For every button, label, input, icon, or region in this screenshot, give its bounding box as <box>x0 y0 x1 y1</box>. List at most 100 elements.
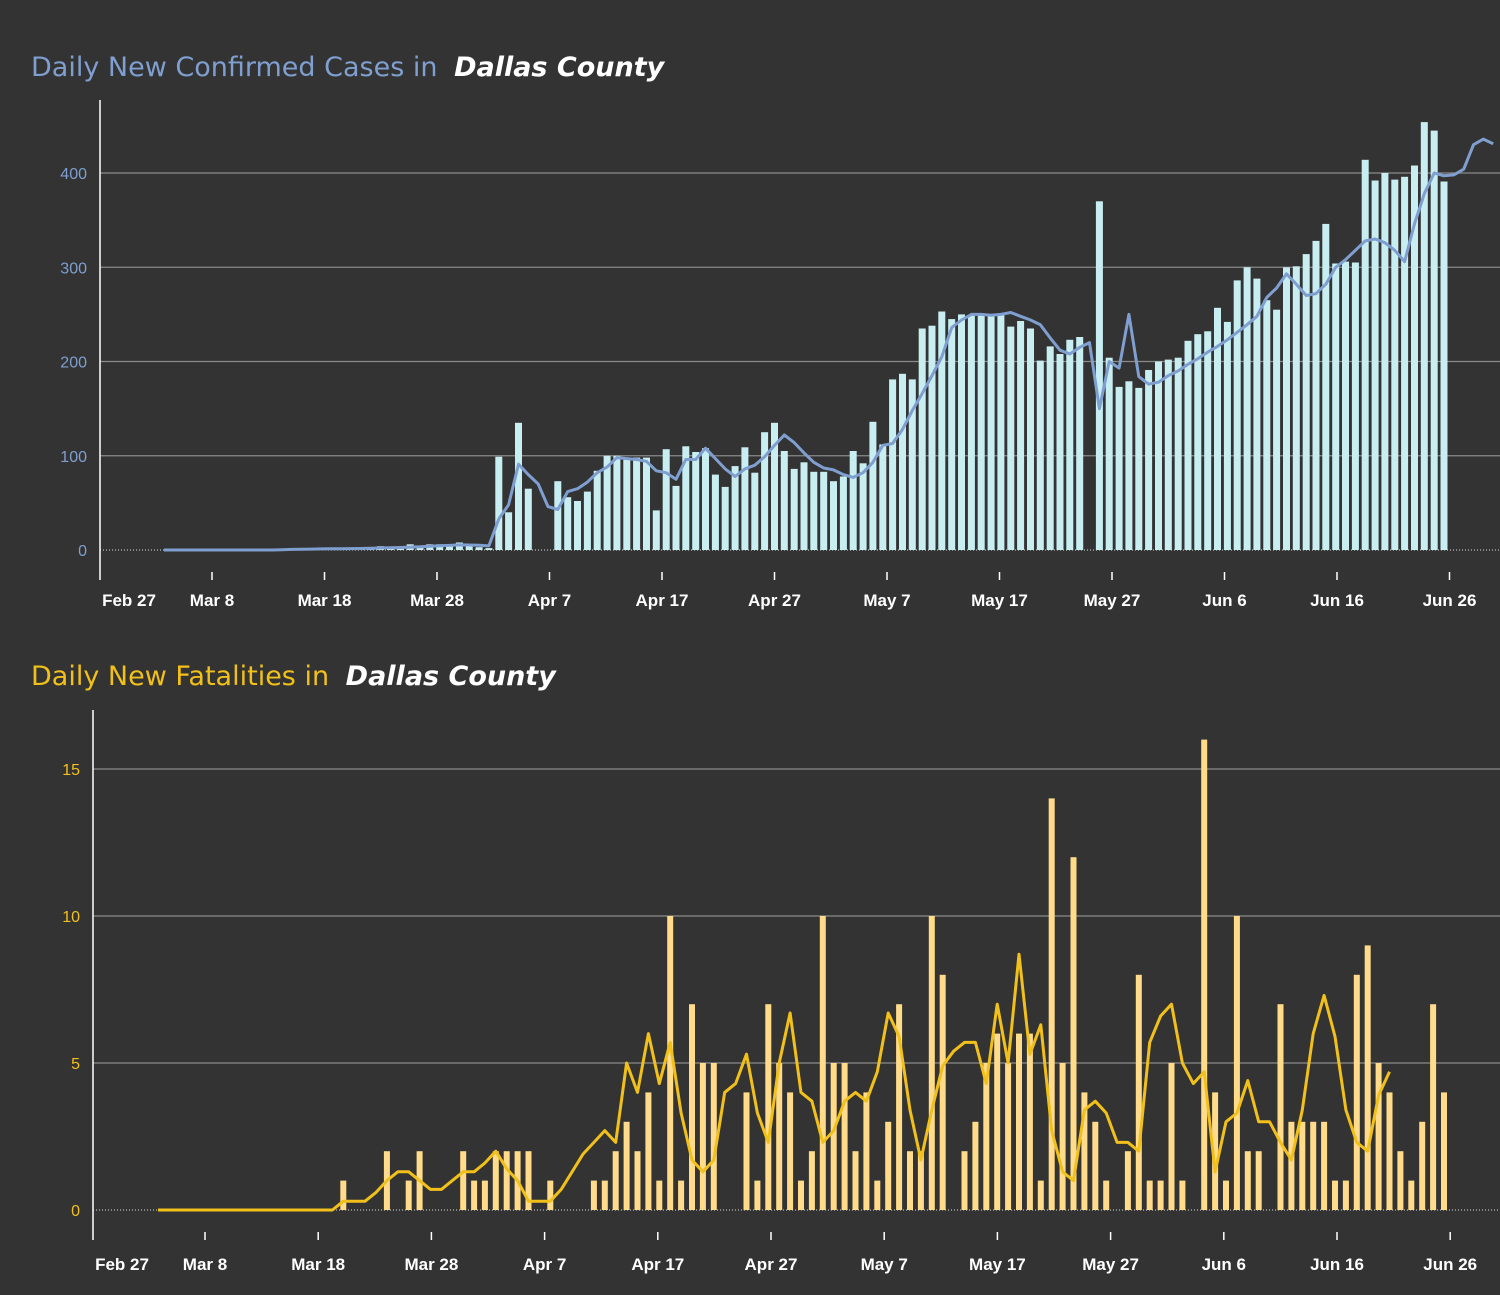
fatalities-bar <box>1408 1180 1415 1210</box>
cases-bar <box>1401 176 1409 551</box>
fatalities-bar <box>972 1121 979 1210</box>
cases-bar <box>1164 359 1172 550</box>
cases-bar <box>1233 280 1241 550</box>
cases-bar <box>1036 360 1044 550</box>
fatalities-bar <box>983 1063 990 1210</box>
cases-bar <box>613 455 621 551</box>
cases-bar <box>1292 266 1300 550</box>
fatalities-bar <box>885 1121 892 1210</box>
fatalities-bar <box>961 1151 968 1210</box>
fatalities-bar <box>819 916 826 1210</box>
cases-bar <box>495 456 503 550</box>
cases-x-tick-label: Apr 27 <box>748 591 801 610</box>
fatalities-x-tick-label: Jun 6 <box>1202 1255 1246 1274</box>
cases-bar <box>810 471 818 550</box>
cases-bar <box>1076 337 1084 550</box>
fatalities-bar <box>1441 1092 1447 1210</box>
fatalities-bar <box>612 1151 619 1210</box>
cases-bar <box>1351 262 1359 550</box>
fatalities-bar <box>601 1180 608 1210</box>
cases-bar <box>830 481 837 550</box>
fatalities-moving-average-line <box>158 952 1391 1212</box>
fatalities-axes: 0 5 10 15 Feb 27 Mar 8 Mar 18 Mar 28 Apr 7 Apr 17… <box>62 710 1477 1274</box>
fatalities-bar <box>1244 1151 1251 1210</box>
cases-bar <box>633 457 641 550</box>
cases-bar <box>485 548 493 550</box>
cases-bar <box>849 451 857 550</box>
fatalities-bar <box>1005 1063 1012 1210</box>
cases-bar <box>800 462 808 550</box>
fatalities-bar <box>547 1180 554 1210</box>
fatalities-x-tick-label: Mar 18 <box>291 1255 345 1274</box>
cases-bar <box>1371 180 1379 550</box>
cases-y-tick-label: 300 <box>60 260 87 277</box>
cases-bar <box>741 447 749 550</box>
cases-bar <box>475 547 483 550</box>
fatalities-bar <box>1146 1180 1153 1210</box>
fatalities-x-tick-label: Apr 27 <box>745 1255 798 1274</box>
fatalities-bar <box>787 1092 794 1210</box>
cases-bar <box>1056 354 1064 550</box>
fatalities-bars <box>340 739 1447 1210</box>
fatalities-bar <box>852 1151 859 1210</box>
cases-y-tick-label: 200 <box>60 355 87 372</box>
cases-bar <box>623 459 631 550</box>
cases-bar <box>869 421 877 550</box>
cases-bar <box>997 314 1005 550</box>
fatalities-bar <box>1124 1151 1131 1210</box>
fatalities-chart-title: Daily New Fatalities in Dallas County <box>31 661 557 692</box>
cases-bar <box>1174 357 1182 550</box>
cases-bar <box>751 472 759 550</box>
fatalities-chart-title-text: Daily New Fatalities in <box>31 661 329 692</box>
fatalities-bar <box>460 1151 467 1210</box>
cases-bar <box>839 476 847 550</box>
fatalities-bar <box>678 1180 685 1210</box>
cases-bar <box>1411 165 1418 550</box>
fatalities-bar <box>754 1180 761 1210</box>
cases-bar <box>918 328 926 550</box>
fatalities-bar <box>1299 1121 1306 1210</box>
fatalities-bar <box>798 1180 804 1210</box>
cases-bar <box>977 314 985 550</box>
cases-bar <box>859 463 867 550</box>
fatalities-bar <box>710 1063 717 1210</box>
fatalities-bar <box>1048 798 1055 1210</box>
cases-chart-title-text: Daily New Confirmed Cases in <box>31 52 437 83</box>
cases-bar <box>761 432 769 550</box>
cases-bar <box>1440 181 1448 550</box>
cases-y-tick-label: 0 <box>78 543 87 560</box>
cases-bar <box>1135 387 1143 550</box>
fatalities-y-tick-label: 10 <box>62 909 80 926</box>
cases-bar <box>1253 278 1261 550</box>
fatalities-bar <box>1026 1033 1033 1210</box>
cases-x-tick-label: Jun 26 <box>1423 591 1477 610</box>
fatalities-bar <box>481 1180 488 1210</box>
fatalities-bar <box>645 1092 652 1210</box>
cases-bar <box>672 485 680 550</box>
fatalities-bar <box>689 1004 695 1210</box>
cases-bar <box>1361 159 1369 551</box>
fatalities-bar <box>1386 1092 1393 1210</box>
fatalities-bar <box>928 916 935 1210</box>
cases-bar <box>515 422 522 550</box>
fatalities-bar <box>471 1180 478 1210</box>
fatalities-bar <box>1233 916 1240 1210</box>
cases-x-tick-label: Jun 16 <box>1310 591 1364 610</box>
fatalities-bar <box>939 974 946 1210</box>
fatalities-bar <box>1375 1063 1382 1210</box>
cases-bar <box>1155 361 1162 550</box>
fatalities-bar <box>765 1004 772 1210</box>
fatalities-bar <box>656 1180 663 1210</box>
fatalities-bar <box>699 1063 706 1210</box>
cases-bar <box>1184 340 1192 550</box>
cases-bar <box>1007 326 1015 550</box>
cases-bar <box>643 457 650 550</box>
cases-bar <box>1312 240 1320 550</box>
fatalities-bar <box>503 1151 510 1210</box>
cases-bar <box>574 501 581 550</box>
fatalities-x-tick-label: Jun 26 <box>1423 1255 1477 1274</box>
fatalities-bar <box>525 1151 532 1210</box>
cases-bar <box>899 373 906 550</box>
cases-bar <box>1105 357 1113 550</box>
